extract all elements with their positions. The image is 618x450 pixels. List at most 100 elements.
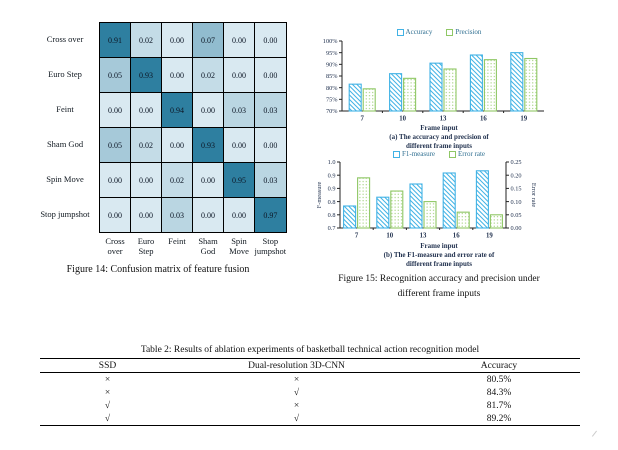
bar-error-rate-10 xyxy=(390,190,404,229)
matrix-col-label: Sham God xyxy=(198,236,218,256)
x-tick-label: 7 xyxy=(355,233,359,240)
y-tick-label: 0.05 xyxy=(511,212,522,219)
bar-f1-measure-19 xyxy=(475,170,489,229)
table2-caption: Table 2: Results of ablation experiments… xyxy=(140,345,480,355)
figure15-caption-line1: Figure 15: Recognition accuracy and prec… xyxy=(338,274,540,284)
y-tick-label: 80% xyxy=(326,85,338,92)
legend-swatch xyxy=(396,28,404,36)
matrix-row-label: Cross over xyxy=(46,34,84,45)
table-row: × × 80.5% xyxy=(40,373,580,387)
matrix-col-label: Spin Move xyxy=(229,236,249,256)
matrix-row: Cross over 0.91 0.02 0.00 0.07 0.00 0.00 xyxy=(36,22,287,58)
matrix-cell: 0.00 xyxy=(223,22,255,58)
scan-artifact-mark xyxy=(591,430,605,443)
table2-section: Table 2: Results of ablation experiments… xyxy=(40,345,580,426)
matrix-corner xyxy=(36,233,100,257)
legend-swatch xyxy=(392,150,400,158)
matrix-row: Sham God 0.05 0.02 0.00 0.93 0.00 0.00 xyxy=(36,127,287,163)
x-tick-label: 19 xyxy=(520,116,527,123)
figure15-caption-line2: different frame inputs xyxy=(397,288,481,299)
matrix-cell: 0.00 xyxy=(223,127,255,163)
matrix-cell: 0.00 xyxy=(99,162,131,198)
bar-precision-16 xyxy=(483,59,497,112)
table-row: √ √ 89.2% xyxy=(40,412,580,426)
y-tick-label: 75% xyxy=(326,97,338,104)
table-cell: √ xyxy=(104,413,111,424)
matrix-row: Stop jumpshot 0.00 0.00 0.03 0.00 0.00 0.97 xyxy=(36,197,287,233)
legend-item: Accuracy xyxy=(396,28,432,36)
legend-item: Precision xyxy=(446,28,481,36)
bar-precision-19 xyxy=(524,57,538,112)
matrix-cell: 0.00 xyxy=(161,22,193,58)
confusion-matrix-body: Cross over 0.91 0.02 0.00 0.07 0.00 0.00 Euro S… xyxy=(36,22,287,257)
table-cell: 84.3% xyxy=(486,387,512,398)
matrix-cell: 0.00 xyxy=(99,92,131,128)
chart-b-caption: (b) The F1-measure and error rate of dif… xyxy=(314,251,564,269)
matrix-cell: 0.00 xyxy=(192,162,224,198)
x-tick-label: 13 xyxy=(420,233,427,240)
matrix-row-label: Spin Move xyxy=(46,174,84,185)
matrix-row-label: Feint xyxy=(56,104,74,115)
x-tick-label: 10 xyxy=(399,116,406,123)
matrix-cell: 0.00 xyxy=(254,127,287,163)
matrix-col-label: Euro Step xyxy=(137,236,155,256)
matrix-cell: 0.00 xyxy=(254,57,287,93)
matrix-col-label: Stop jumpshot xyxy=(254,236,287,256)
table-header-cell: Dual-resolution 3D-CNN xyxy=(248,360,345,371)
figure14-caption: Figure 14: Confusion matrix of feature f… xyxy=(66,264,250,275)
chart-b-caption-line1: (b) The F1-measure and error rate of xyxy=(383,251,495,259)
bar-f1-measure-16 xyxy=(442,172,456,229)
legend-item: Error rate xyxy=(449,150,485,158)
bar-f1-measure-13 xyxy=(409,183,423,229)
confusion-matrix-table: Cross over 0.91 0.02 0.00 0.07 0.00 0.00 Euro S… xyxy=(36,22,287,257)
figure15-charts: Accuracy Precision 100% 95% 90% 85% 80% 75% 70%… xyxy=(314,24,564,320)
bar-f1-measure-7 xyxy=(343,205,357,229)
matrix-cell: 0.91 xyxy=(99,22,131,58)
ablation-table-body: × × 80.5% × √ 84.3% √ × 81.7% √ √ 89.2% xyxy=(40,373,580,426)
bar-accuracy-16 xyxy=(469,54,483,112)
bar-f1-measure-10 xyxy=(376,196,390,229)
bar-error-rate-7 xyxy=(357,177,371,229)
matrix-row: Feint 0.00 0.00 0.94 0.00 0.03 0.03 xyxy=(36,92,287,128)
matrix-row: Euro Step 0.05 0.93 0.00 0.02 0.00 0.00 xyxy=(36,57,287,93)
table-cell: × xyxy=(104,387,111,398)
chart-b-caption-line2: different frame inputs xyxy=(406,260,472,269)
table-cell: 89.2% xyxy=(486,413,512,424)
matrix-cell: 0.02 xyxy=(161,162,193,198)
matrix-cell: 0.02 xyxy=(192,57,224,93)
y-tick-label: 0.25 xyxy=(511,159,522,166)
table-cell: × xyxy=(104,374,111,385)
table-header-cell: Accuracy xyxy=(480,360,518,371)
table-cell: 80.5% xyxy=(486,374,512,385)
bar-precision-13 xyxy=(443,68,457,112)
matrix-cell: 0.97 xyxy=(254,197,287,233)
y-tick-label: 70% xyxy=(326,108,338,115)
bar-error-rate-16 xyxy=(456,211,470,229)
matrix-row-label: Euro Step xyxy=(48,69,82,80)
legend-label: Error rate xyxy=(458,150,486,158)
table-cell: √ xyxy=(104,400,111,411)
legend-label: F1-measure xyxy=(401,150,436,158)
y-axis-title-left: F-measure xyxy=(316,182,323,209)
matrix-cell: 0.00 xyxy=(161,57,193,93)
bar-accuracy-10 xyxy=(389,73,403,112)
table-row: × √ 84.3% xyxy=(40,386,580,399)
y-tick-label: 0.00 xyxy=(511,225,522,232)
matrix-cell: 0.00 xyxy=(130,162,162,198)
chart-b-xlabel: Frame input xyxy=(420,242,458,250)
f1-errorrate-chart: 1.0 0.9 0.9 0.8 0.8 0.7 0.25 0.20 0.15 0.10 0.05 0.… xyxy=(316,159,537,240)
chart-a-caption-line1: (a) The accuracy and precision of xyxy=(389,133,489,141)
bar-accuracy-19 xyxy=(510,52,524,112)
y-tick-label: 0.9 xyxy=(328,186,336,193)
table-cell: × xyxy=(293,400,300,411)
matrix-col-label: Cross over xyxy=(105,236,125,256)
matrix-cell: 0.93 xyxy=(130,57,162,93)
matrix-cell: 0.00 xyxy=(254,22,287,58)
legend-item: F1-measure xyxy=(392,150,436,158)
bar-precision-10 xyxy=(403,77,417,112)
bar-accuracy-7 xyxy=(348,83,362,112)
matrix-cell: 0.00 xyxy=(223,197,255,233)
y-tick-label: 85% xyxy=(326,73,338,80)
table-cell: 81.7% xyxy=(486,400,512,411)
chart-a-legend: Accuracy Precision xyxy=(314,28,564,36)
